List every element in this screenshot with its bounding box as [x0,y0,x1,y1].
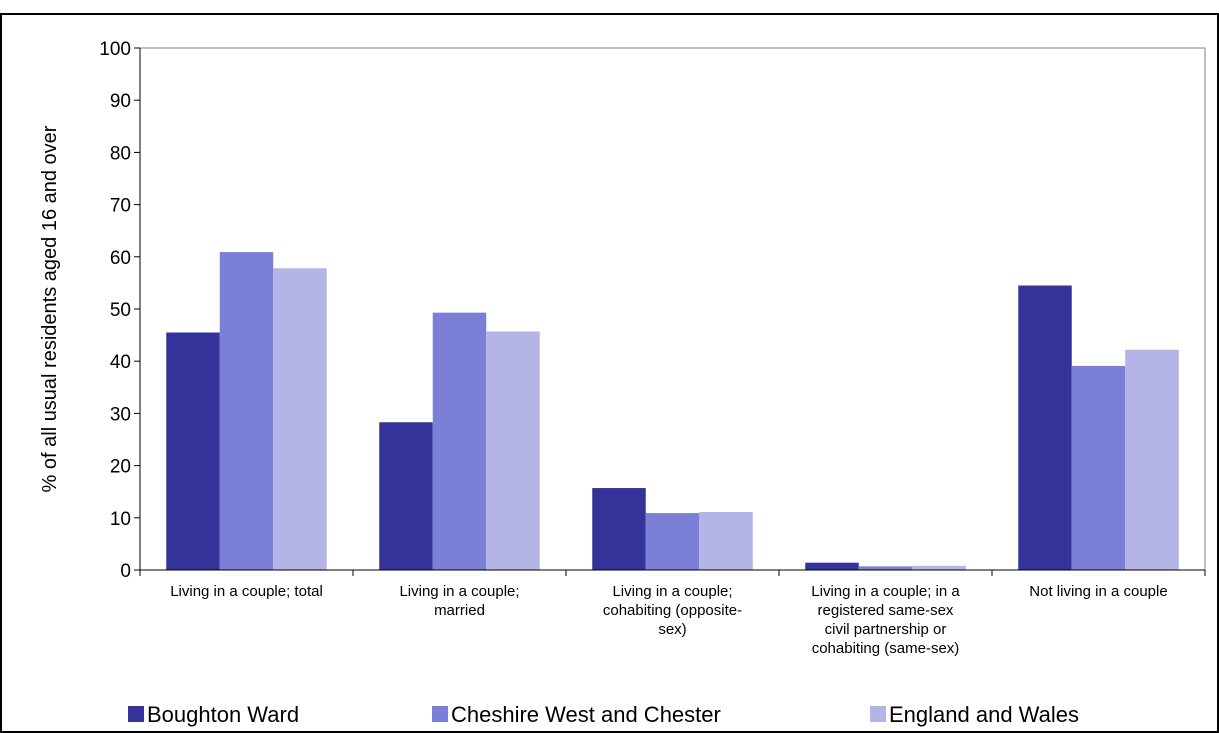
bar-boughton-ward [379,422,433,570]
legend-swatch [870,706,886,722]
x-category-label-line: cohabiting (opposite- [603,602,742,619]
legend-swatch [128,706,144,722]
bar-boughton-ward [592,488,646,570]
y-tick-label: 10 [110,509,131,530]
x-category-label: Living in a couple; cohabiting (opposite-… [603,583,742,638]
y-tick-label: 70 [110,196,131,217]
x-category-label-line: married [434,602,485,619]
x-category-label-line: sex) [658,621,686,638]
y-tick-label: 80 [110,143,131,164]
bar-england-and-wales [699,512,753,570]
bar-boughton-ward [1018,285,1072,570]
x-category-label-line: cohabiting (same-sex) [812,640,960,657]
y-tick-label: 30 [110,404,131,425]
x-category-label: Not living in a couple [1029,583,1167,600]
y-tick-label: 100 [99,39,131,60]
y-tick-label: 20 [110,457,131,478]
bar-cheshire-west-and-chester [1071,365,1126,570]
x-category-label-line: registered same-sex [818,602,954,619]
x-category-label-line: Living in a couple; [399,583,519,600]
x-category-label-line: Living in a couple; [612,583,732,600]
bar-boughton-ward [166,332,220,570]
y-axis-title: % of all usual residents aged 16 and ove… [39,125,61,492]
x-category-label: Living in a couple; total [170,583,323,600]
bar-cheshire-west-and-chester [219,252,274,571]
x-category-label-line: Living in a couple; total [170,583,323,600]
x-category-label: Living in a couple; in a registered same-… [811,583,960,657]
bar-england-and-wales [912,565,966,570]
y-tick-label: 50 [110,300,131,321]
legend-label: Boughton Ward [147,702,299,727]
bar-cheshire-west-and-chester [645,513,700,570]
bar-england-and-wales [1125,349,1179,570]
bar-england-and-wales [486,331,540,570]
legend-swatch [432,706,448,722]
bar-england-and-wales [273,268,327,570]
outer-border [0,13,1219,733]
x-category-label: Living in a couple; married [399,583,519,619]
bar-cheshire-west-and-chester [432,312,487,570]
x-category-label-line: Not living in a couple [1029,583,1167,600]
y-tick-label: 0 [120,561,131,582]
x-category-label-line: Living in a couple; in a [811,583,960,600]
y-tick-label: 90 [110,91,131,112]
y-tick-label: 40 [110,352,131,373]
bar-cheshire-west-and-chester [858,566,913,570]
legend-label: Cheshire West and Chester [451,702,721,727]
bar-boughton-ward [805,562,859,570]
x-category-label-line: civil partnership or [825,621,947,638]
y-tick-label: 60 [110,248,131,269]
legend-label: England and Wales [889,702,1079,727]
